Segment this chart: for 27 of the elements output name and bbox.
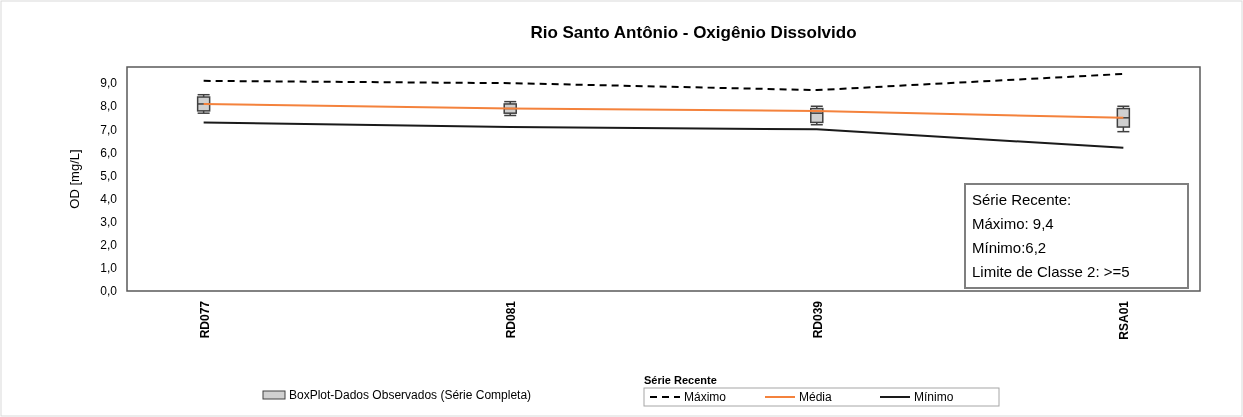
x-tick-label: RD039 [810,300,825,339]
line-series [202,72,1125,92]
line-series [202,121,1125,149]
y-tick-label: 5,0 [100,168,118,183]
annotation: Máximo: 9,4 [972,215,1054,232]
y-tick-label: 7,0 [100,122,118,137]
y-tick-label: 3,0 [100,214,118,229]
y-axis-title: OD [mg/L] [67,149,82,209]
y-tick-label: 8,0 [100,99,118,114]
legend-label: Mínimo [914,390,954,404]
chart-title: Rio Santo Antônio - Oxigênio Dissolvido [530,23,857,42]
x-tick-label: RSA01 [1117,300,1132,340]
legend-label: Máximo [684,390,727,404]
annotation: Mínimo:6,2 [972,239,1047,256]
x-tick-label: RD081 [504,300,519,339]
annotation: Limite de Classe 2: >=5 [972,263,1130,280]
y-tick-label: 9,0 [100,76,118,91]
y-tick-label: 4,0 [100,191,118,206]
y-tick-label: 1,0 [100,261,118,276]
legend-label: Média [799,390,833,404]
y-tick-label: 0,0 [100,284,118,299]
legend-label: BoxPlot-Dados Observados (Série Completa) [289,388,532,402]
annotation: Série Recente: [972,191,1072,208]
legend-title: Série Recente [644,374,717,386]
y-tick-label: 6,0 [100,145,118,160]
y-tick-label: 2,0 [100,238,118,253]
x-tick-label: RD077 [197,300,212,339]
